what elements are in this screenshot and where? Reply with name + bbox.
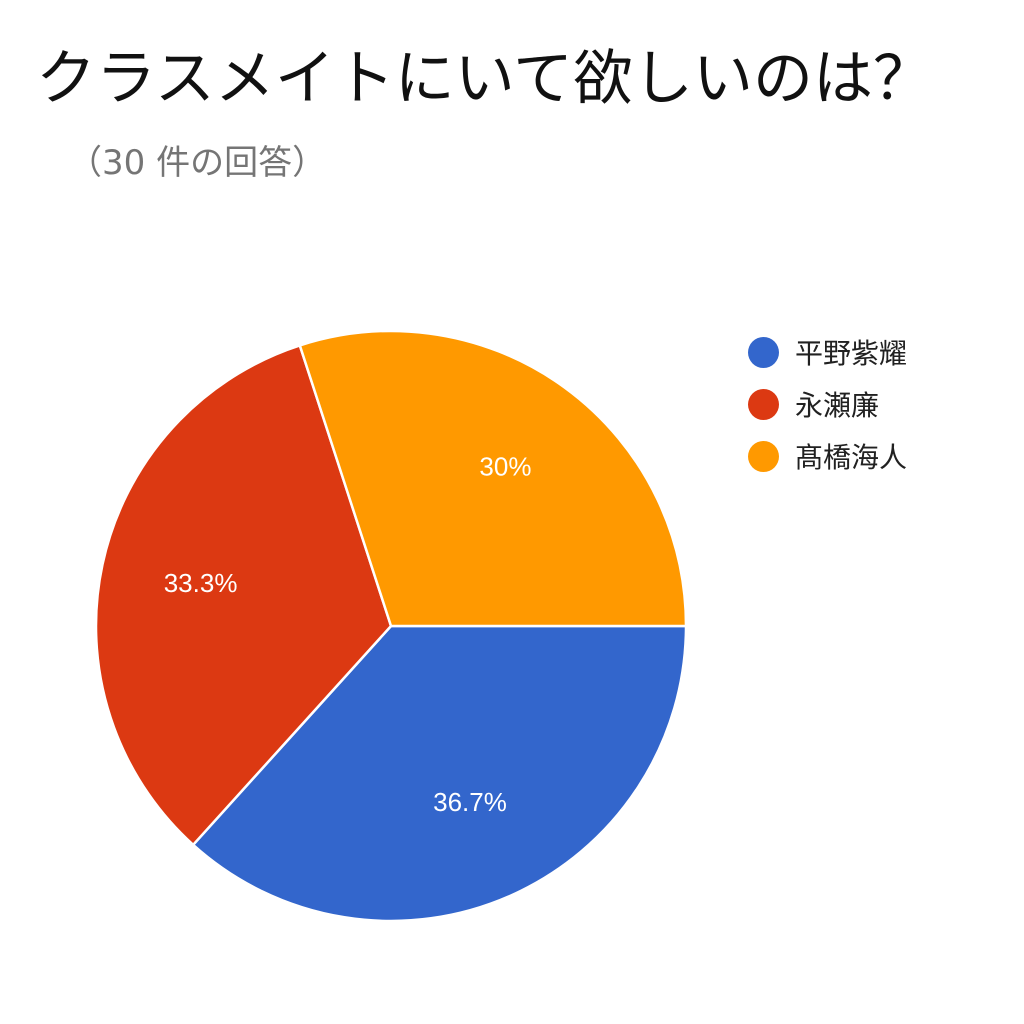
legend-swatch-icon xyxy=(748,440,779,472)
legend-swatch-icon xyxy=(748,388,779,420)
chart-title: クラスメイトにいて欲しいのは？ xyxy=(36,44,933,114)
legend-label: 永瀬廉 xyxy=(795,389,880,422)
pie-slice[interactable] xyxy=(191,624,688,923)
legend-label: 平野紫耀 xyxy=(795,337,908,370)
slice-data-label: 33.3% xyxy=(164,568,238,598)
slice-data-label: 30% xyxy=(479,451,531,481)
legend-label: 髙橋海人 xyxy=(795,441,908,474)
chart-subtitle: （30 件の回答） xyxy=(68,143,327,183)
legend-item[interactable]: 永瀬廉 xyxy=(748,378,907,430)
pie-slice[interactable] xyxy=(298,329,688,628)
legend-swatch-icon xyxy=(748,336,779,368)
slice-data-label: 36.7% xyxy=(433,787,507,817)
pie-slice[interactable] xyxy=(94,344,393,847)
legend-item[interactable]: 髙橋海人 xyxy=(748,430,907,482)
legend-item[interactable]: 平野紫耀 xyxy=(748,326,907,378)
legend: 平野紫耀 永瀬廉 髙橋海人 xyxy=(748,326,907,482)
